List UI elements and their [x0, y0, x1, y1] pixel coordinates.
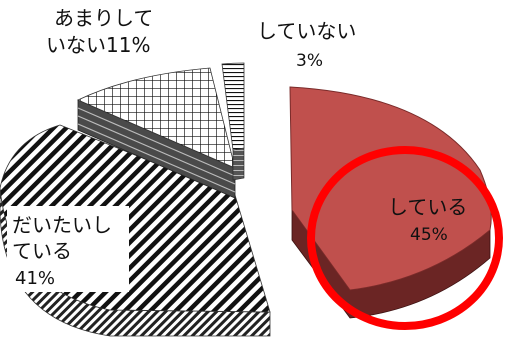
label-amari-line2: いない11% — [46, 33, 150, 57]
pie-slice-shiteinai — [221, 62, 245, 181]
slice-top-shiteinai — [221, 62, 245, 151]
label-daitai-line2: ている — [12, 239, 72, 263]
highlight-ring — [307, 146, 503, 330]
pie-slice-amari — [77, 67, 236, 199]
label-shiteiru-pct: 45% — [410, 225, 448, 245]
slice-side-shiteinai — [232, 147, 245, 181]
label-shiteinai: していない — [257, 19, 356, 43]
label-shiteinai-pct: 3% — [296, 51, 323, 71]
pie-slice-shiteiru — [289, 86, 492, 319]
label-bg-daitai — [7, 206, 129, 292]
label-amari-line1: あまりして — [54, 6, 153, 30]
label-daitai-pct: 41% — [15, 268, 55, 289]
label-shiteiru: している — [388, 195, 467, 219]
slice-top-amari — [77, 67, 236, 169]
label-daitai-line1: だいたいし — [12, 213, 112, 237]
